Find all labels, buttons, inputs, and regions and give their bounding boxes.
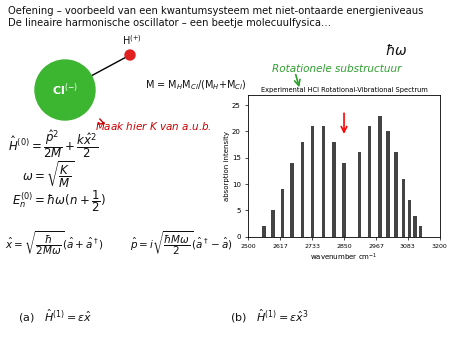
Text: H$^{(+)}$: H$^{(+)}$	[122, 33, 142, 47]
Bar	[386, 131, 390, 237]
Bar	[408, 200, 411, 237]
Bar	[310, 126, 314, 237]
Text: Oefening – voorbeeld van een kwantumsysteem met niet-ontaarde energieniveaus: Oefening – voorbeeld van een kwantumsyst…	[8, 6, 423, 16]
Text: M = M$_H$M$_{Cl}$/(M$_H$+M$_{Cl}$): M = M$_H$M$_{Cl}$/(M$_H$+M$_{Cl}$)	[145, 78, 247, 92]
Text: $\omega = \sqrt{\dfrac{K}{M}}$: $\omega = \sqrt{\dfrac{K}{M}}$	[22, 160, 74, 190]
Bar	[358, 152, 361, 237]
Text: $\hat{p} = i\sqrt{\dfrac{\hbar M\omega}{2}}(\hat{a}^\dagger - \hat{a})$: $\hat{p} = i\sqrt{\dfrac{\hbar M\omega}{…	[130, 230, 233, 258]
Text: (a)   $\hat{H}^{(1)} = \varepsilon\hat{x}$: (a) $\hat{H}^{(1)} = \varepsilon\hat{x}$	[18, 308, 92, 325]
Bar	[333, 142, 336, 237]
Text: $\hat{x} = \sqrt{\dfrac{\hbar}{2M\omega}}(\hat{a} + \hat{a}^\dagger)$: $\hat{x} = \sqrt{\dfrac{\hbar}{2M\omega}…	[5, 230, 104, 258]
Text: Maak hier $K$ van a.u.b.: Maak hier $K$ van a.u.b.	[95, 120, 212, 132]
Text: Rotationele substructuur: Rotationele substructuur	[272, 64, 401, 74]
Bar	[413, 216, 417, 237]
Bar	[262, 226, 266, 237]
Bar	[290, 163, 294, 237]
Bar	[419, 226, 422, 237]
Circle shape	[125, 50, 135, 60]
Bar	[394, 152, 398, 237]
Bar	[322, 126, 325, 237]
Text: (b)   $\hat{H}^{(1)} = \varepsilon\hat{x}^3$: (b) $\hat{H}^{(1)} = \varepsilon\hat{x}^…	[230, 308, 309, 325]
Y-axis label: absorption intensity: absorption intensity	[225, 130, 230, 201]
Bar	[401, 179, 405, 237]
Bar	[378, 116, 382, 237]
Bar	[271, 210, 275, 237]
X-axis label: wavenumber cm$^{-1}$: wavenumber cm$^{-1}$	[310, 252, 378, 263]
Bar	[342, 163, 346, 237]
Text: Cl$^{(-)}$: Cl$^{(-)}$	[52, 82, 78, 98]
Text: $E_n^{(0)} = \hbar\omega(n + \dfrac{1}{2})$: $E_n^{(0)} = \hbar\omega(n + \dfrac{1}{2…	[12, 188, 106, 214]
Circle shape	[35, 60, 95, 120]
Text: $\hat{H}^{(0)} = \dfrac{\hat{p}^2}{2M} + \dfrac{k\hat{x}^2}{2}$: $\hat{H}^{(0)} = \dfrac{\hat{p}^2}{2M} +…	[8, 128, 99, 160]
Text: $\hbar\omega$: $\hbar\omega$	[385, 43, 408, 58]
Bar	[301, 142, 304, 237]
Bar	[281, 189, 284, 237]
Title: Experimental HCl Rotational-Vibrational Spectrum: Experimental HCl Rotational-Vibrational …	[261, 87, 427, 93]
Text: De lineaire harmonische oscillator – een beetje molecuulfysica…: De lineaire harmonische oscillator – een…	[8, 18, 331, 28]
Bar	[368, 126, 372, 237]
